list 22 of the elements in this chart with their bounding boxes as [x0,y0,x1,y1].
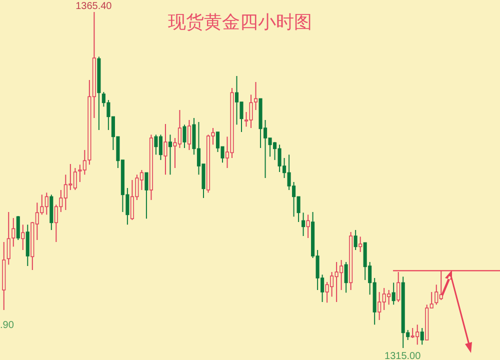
candlestick [164,124,168,176]
candlestick [392,282,396,306]
candlestick [302,212,306,236]
candlestick [254,82,258,110]
candlestick [26,224,30,266]
candlestick [420,328,424,346]
annotation: 1315.00 [384,351,422,360]
candlestick [306,214,310,238]
candlestick [6,212,10,266]
candlestick [182,124,186,148]
candlestick [187,120,192,150]
candlestick [21,224,25,250]
annotation: 1365.40 [76,1,112,12]
candlestick [16,216,20,240]
candlestick [168,134,172,176]
candlestick [358,236,362,252]
candlestick [12,218,16,248]
candlestick [344,262,348,294]
chart-title: 现货黄金四小时图 [167,11,313,34]
candlestick [144,172,148,220]
candlestick [354,230,358,250]
annotation: .90 [0,320,14,331]
